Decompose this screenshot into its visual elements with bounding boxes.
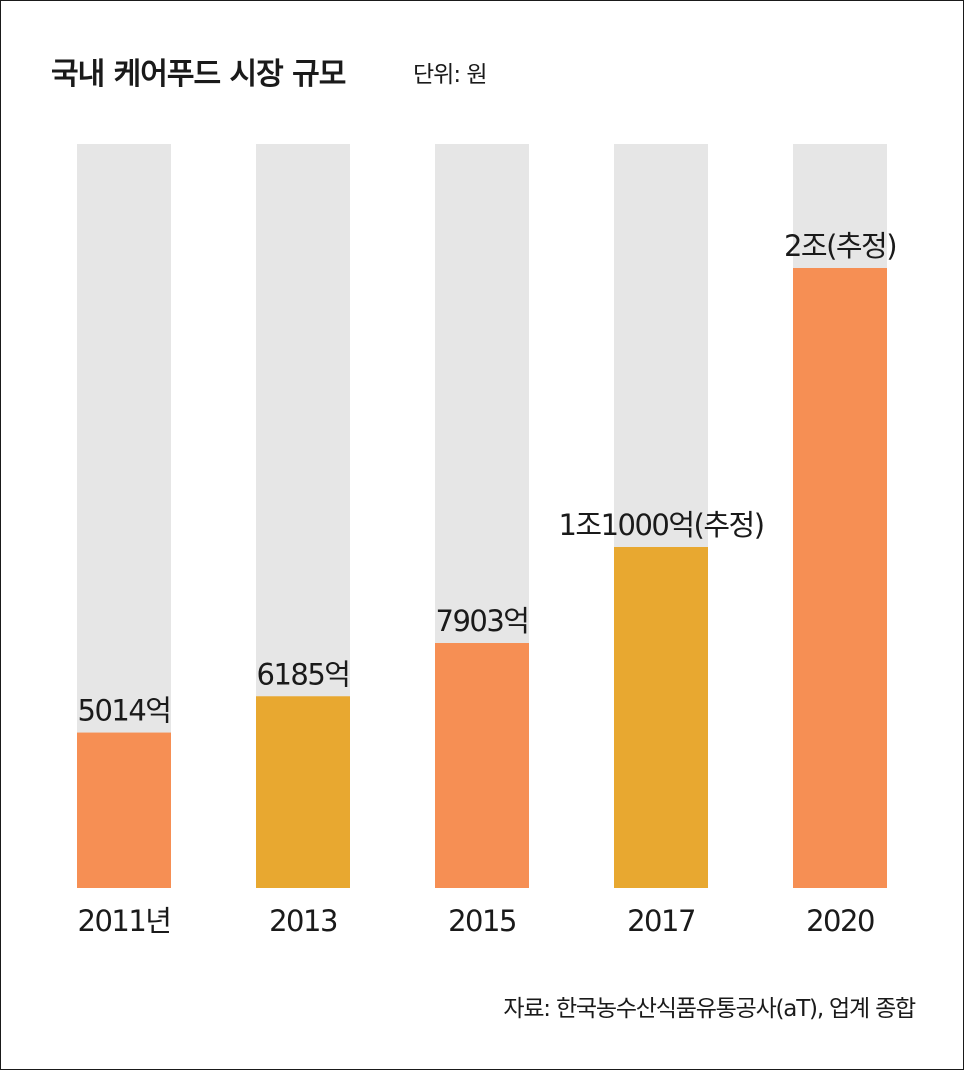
category-label-3: 2017: [627, 904, 695, 938]
bar-4: [793, 268, 887, 888]
data-label-1: 6185억: [257, 657, 350, 691]
category-label-1: 2013: [269, 904, 337, 938]
category-label-2: 2015: [448, 904, 516, 938]
chart-title: 국내 케어푸드 시장 규모: [51, 57, 346, 92]
unit-label: 단위: 원: [413, 62, 488, 88]
bar-0: [77, 732, 171, 888]
bar-1: [256, 696, 350, 888]
data-label-2: 7903억: [436, 604, 529, 638]
data-label-3: 1조1000억(추정): [558, 508, 763, 542]
category-label-4: 2020: [806, 904, 874, 938]
source-note: 자료: 한국농수산식품유통공사(aT), 업계 종합: [503, 996, 916, 1022]
data-label-4: 2조(추정): [784, 229, 896, 263]
bar-3: [614, 547, 708, 888]
bar-2: [435, 643, 529, 888]
data-label-0: 5014억: [78, 694, 171, 728]
category-label-0: 2011년: [78, 904, 171, 938]
